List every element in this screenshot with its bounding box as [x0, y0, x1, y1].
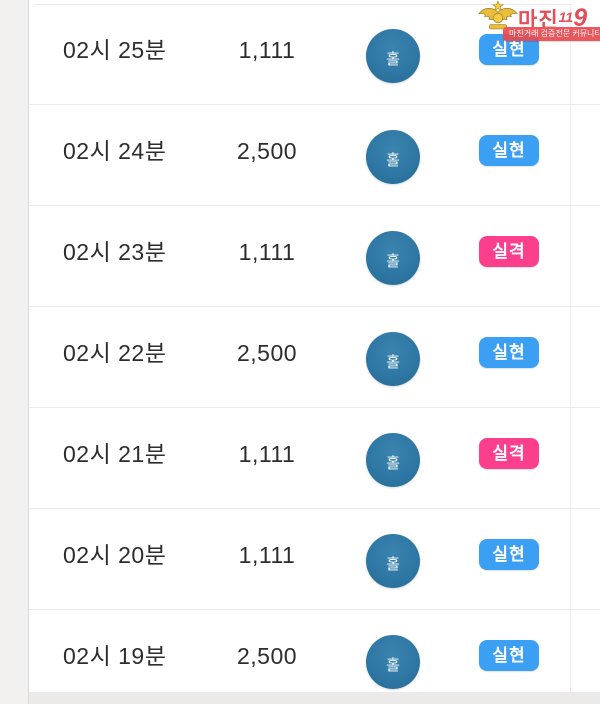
- pick-label: 홀: [386, 252, 400, 270]
- result-badge: 실현: [479, 640, 539, 671]
- results-list: 02시 25분 1,111 홀 실현 02시 24분 2,500 홀 실현 02…: [29, 4, 600, 698]
- bet-amount: 2,500: [236, 643, 298, 669]
- table-row: 02시 20분 1,111 홀 실현: [29, 509, 600, 610]
- result-badge: 실현: [479, 539, 539, 570]
- round-time: 02시 23분: [63, 239, 167, 265]
- round-time: 02시 21분: [63, 441, 167, 467]
- card-bottom-edge: [29, 692, 600, 704]
- odd-pick-circle: 홀: [366, 635, 420, 689]
- table-row: 02시 25분 1,111 홀 실현: [29, 4, 600, 105]
- round-time: 02시 25분: [63, 37, 167, 63]
- pick-label: 홀: [386, 656, 400, 674]
- table-row: 02시 19분 2,500 홀 실현: [29, 610, 600, 698]
- table-row: 02시 21분 1,111 홀 실격: [29, 408, 600, 509]
- round-time: 02시 20분: [63, 542, 167, 568]
- odd-pick-circle: 홀: [366, 130, 420, 184]
- result-badge: 실격: [479, 236, 539, 267]
- pick-label: 홀: [386, 151, 400, 169]
- round-time: 02시 22분: [63, 340, 167, 366]
- page-left-gutter: [0, 0, 29, 704]
- odd-pick-circle: 홀: [366, 332, 420, 386]
- pick-label: 홀: [386, 353, 400, 371]
- odd-pick-circle: 홀: [366, 433, 420, 487]
- pick-label: 홀: [386, 50, 400, 68]
- card-top-divider: [35, 4, 572, 5]
- bet-amount: 2,500: [236, 340, 298, 366]
- odd-pick-circle: 홀: [366, 29, 420, 83]
- card-right-divider: [570, 4, 571, 692]
- odd-pick-circle: 홀: [366, 534, 420, 588]
- result-badge: 실현: [479, 34, 539, 65]
- table-row: 02시 22분 2,500 홀 실현: [29, 307, 600, 408]
- odd-pick-circle: 홀: [366, 231, 420, 285]
- pick-label: 홀: [386, 555, 400, 573]
- result-badge: 실현: [479, 337, 539, 368]
- bet-amount: 2,500: [236, 138, 298, 164]
- bet-amount: 1,111: [238, 239, 296, 265]
- results-card: 02시 25분 1,111 홀 실현 02시 24분 2,500 홀 실현 02…: [29, 0, 600, 692]
- pick-label: 홀: [386, 454, 400, 472]
- bet-amount: 1,111: [238, 37, 296, 63]
- bet-amount: 1,111: [238, 542, 296, 568]
- round-time: 02시 19분: [63, 643, 167, 669]
- table-row: 02시 24분 2,500 홀 실현: [29, 105, 600, 206]
- bet-amount: 1,111: [238, 441, 296, 467]
- result-badge: 실현: [479, 135, 539, 166]
- table-row: 02시 23분 1,111 홀 실격: [29, 206, 600, 307]
- round-time: 02시 24분: [63, 138, 167, 164]
- result-badge: 실격: [479, 438, 539, 469]
